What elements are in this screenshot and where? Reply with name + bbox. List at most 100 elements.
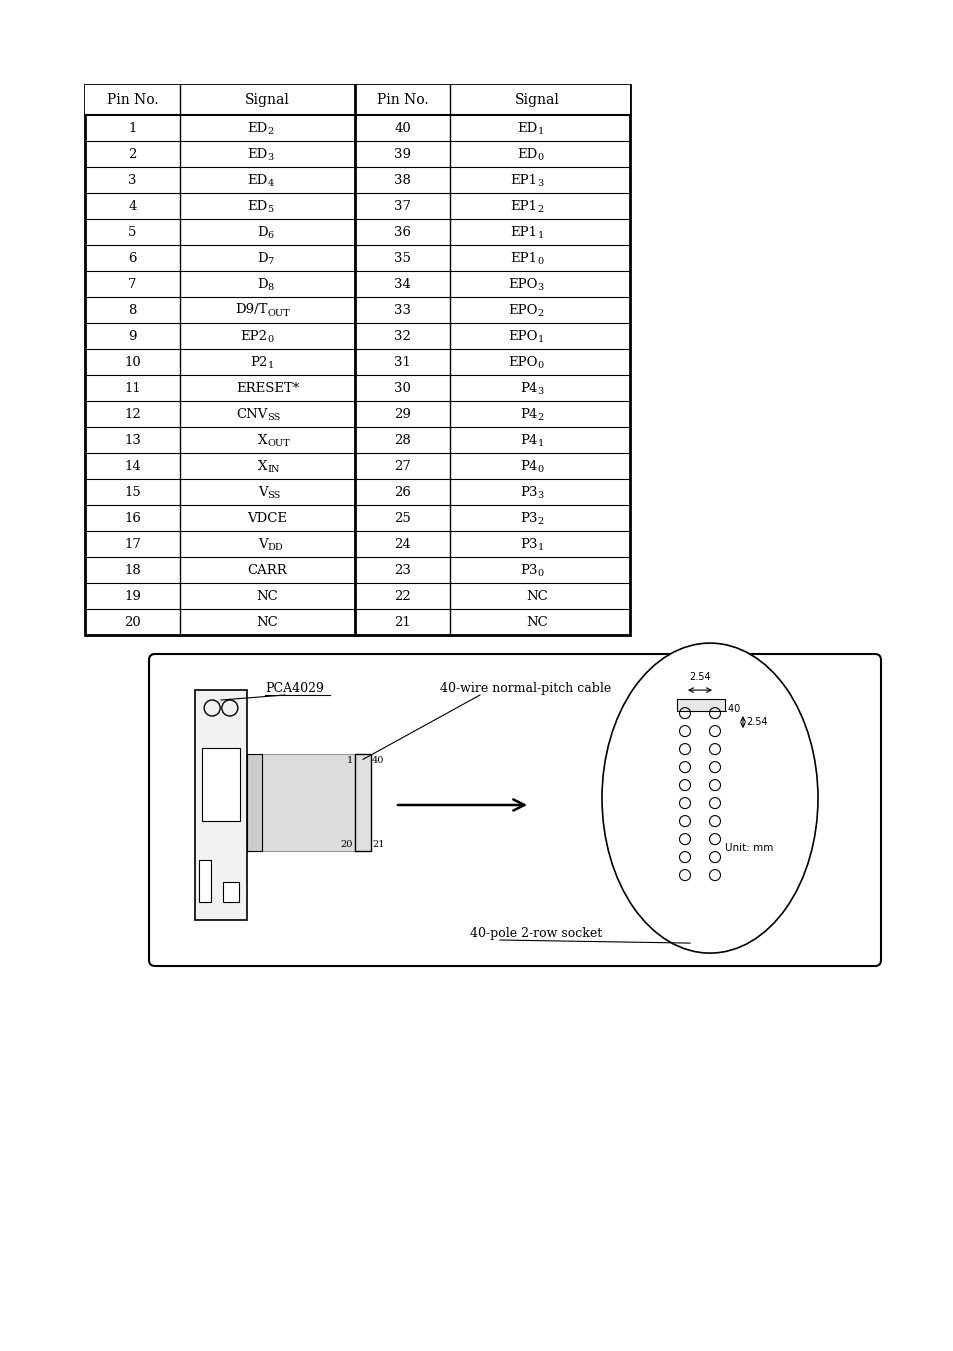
Bar [194, 690, 247, 920]
Text: X: X [258, 459, 267, 473]
Text: 21: 21 [372, 840, 384, 848]
Text: Signal: Signal [515, 93, 559, 107]
Text: 0: 0 [537, 465, 543, 473]
Text: 2: 2 [537, 308, 543, 317]
Text: 2: 2 [537, 204, 543, 213]
Text: 36: 36 [394, 226, 411, 239]
Text: V: V [257, 538, 267, 550]
Text: 0: 0 [537, 153, 543, 162]
Text: P4: P4 [519, 381, 537, 394]
Text: P3: P3 [519, 538, 537, 550]
Text: 21: 21 [394, 616, 411, 628]
Text: 1: 1 [537, 231, 543, 239]
Text: 37: 37 [394, 200, 411, 212]
Text: 18: 18 [124, 563, 141, 577]
Text: 3: 3 [128, 173, 136, 186]
Text: 31: 31 [394, 355, 411, 369]
Text: 22: 22 [394, 589, 411, 603]
Text: 3: 3 [537, 178, 543, 188]
Bar [677, 698, 724, 711]
Text: IN: IN [267, 465, 280, 473]
Text: EP2: EP2 [240, 330, 267, 343]
Text: 1: 1 [537, 127, 543, 135]
Polygon shape [262, 754, 355, 851]
Text: 7: 7 [267, 257, 274, 266]
Text: 23: 23 [394, 563, 411, 577]
Text: ED: ED [247, 122, 267, 135]
Text: 1: 1 [128, 122, 136, 135]
Bar [199, 861, 211, 902]
Text: P2: P2 [250, 355, 267, 369]
Text: SS: SS [267, 412, 280, 422]
Text: 0: 0 [537, 569, 543, 577]
Text: 34: 34 [394, 277, 411, 290]
Bar [85, 85, 629, 115]
Ellipse shape [601, 643, 817, 952]
Bar [202, 747, 240, 821]
Text: 33: 33 [394, 304, 411, 316]
Text: 40-wire normal-pitch cable: 40-wire normal-pitch cable [439, 682, 611, 694]
Text: 8: 8 [128, 304, 136, 316]
Text: 38: 38 [394, 173, 411, 186]
Text: 2.54: 2.54 [688, 671, 710, 682]
Text: 4: 4 [267, 178, 274, 188]
Text: NC: NC [526, 589, 548, 603]
Text: 2: 2 [267, 127, 274, 135]
Text: EPO: EPO [507, 304, 537, 316]
Text: 11: 11 [124, 381, 141, 394]
Text: D: D [256, 251, 267, 265]
Text: 24: 24 [394, 538, 411, 550]
Text: 19: 19 [124, 589, 141, 603]
Text: X: X [258, 434, 267, 446]
Text: Pin No.: Pin No. [107, 93, 158, 107]
Text: VDCE: VDCE [247, 512, 287, 524]
Text: 8: 8 [267, 282, 274, 292]
Text: 14: 14 [124, 459, 141, 473]
Text: ED: ED [247, 200, 267, 212]
Text: 0: 0 [537, 257, 543, 266]
Bar [247, 754, 262, 851]
Text: 6: 6 [267, 231, 274, 239]
Text: 2.54: 2.54 [745, 717, 767, 727]
Text: 2: 2 [537, 516, 543, 526]
Text: 27: 27 [394, 459, 411, 473]
Text: 17: 17 [124, 538, 141, 550]
FancyBboxPatch shape [149, 654, 880, 966]
Text: EPO: EPO [507, 355, 537, 369]
Text: EPO: EPO [507, 330, 537, 343]
Text: NC: NC [256, 616, 278, 628]
Text: 40: 40 [394, 122, 411, 135]
Text: 3: 3 [537, 386, 543, 396]
Text: 32: 32 [394, 330, 411, 343]
Text: 1: 1 [537, 439, 543, 447]
Text: SS: SS [267, 490, 280, 500]
Text: 5: 5 [128, 226, 136, 239]
Text: Pin No.: Pin No. [376, 93, 428, 107]
Text: 7: 7 [128, 277, 136, 290]
Text: D: D [256, 226, 267, 239]
Text: P4: P4 [519, 459, 537, 473]
Text: 20: 20 [340, 840, 353, 848]
Text: EPO: EPO [507, 277, 537, 290]
Text: 39: 39 [394, 147, 411, 161]
Text: CNV: CNV [236, 408, 267, 420]
Text: P3: P3 [519, 512, 537, 524]
Text: 16: 16 [124, 512, 141, 524]
Text: 20: 20 [124, 616, 141, 628]
Text: EP1: EP1 [510, 226, 537, 239]
Text: 1: 1 [267, 361, 274, 370]
Text: D: D [256, 277, 267, 290]
Text: .40: .40 [724, 704, 740, 715]
Text: 6: 6 [128, 251, 136, 265]
Text: PCA4029: PCA4029 [265, 682, 323, 694]
Text: 5: 5 [267, 204, 274, 213]
Text: 40: 40 [372, 757, 384, 766]
Text: 30: 30 [394, 381, 411, 394]
Text: 10: 10 [124, 355, 141, 369]
Text: 0: 0 [267, 335, 274, 343]
Text: 1: 1 [346, 757, 353, 766]
Text: 1: 1 [537, 543, 543, 551]
Text: ERESET*: ERESET* [235, 381, 299, 394]
Text: 29: 29 [394, 408, 411, 420]
Text: 2: 2 [537, 412, 543, 422]
